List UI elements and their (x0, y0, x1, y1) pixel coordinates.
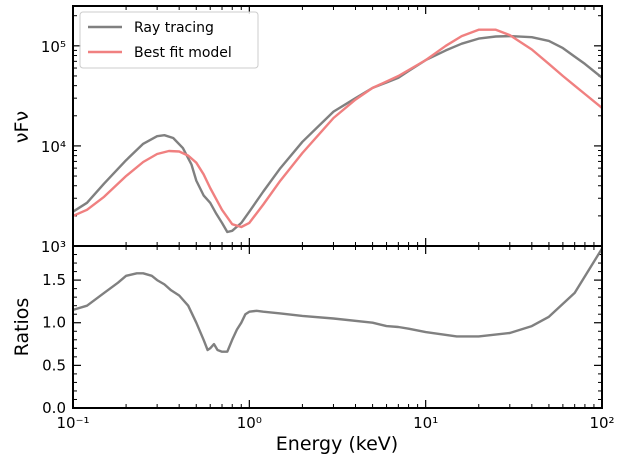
bottom-series-lines (73, 247, 602, 353)
x-tick-label: 10² (589, 414, 614, 432)
bottom-y-tick-label: 0.0 (42, 399, 66, 417)
top-y-axis-title: νFν (11, 111, 33, 143)
bottom-y-tick-label: 0.5 (42, 356, 66, 374)
top-y-tick-label: 10⁴ (41, 138, 66, 156)
x-axis-title: Energy (keV) (276, 433, 398, 455)
bottom-y-tick-label: 1.5 (42, 271, 66, 289)
bottom-ticks: 10⁻¹ 10⁰ 10¹ 10² 0.0 0.5 1.0 1.5 (42, 246, 615, 432)
series-line-best-fit-model (73, 28, 602, 229)
legend-label-best-fit-model: Best fit model (134, 45, 232, 61)
bottom-y-tick-label: 1.0 (42, 314, 66, 332)
legend-box (79, 11, 259, 69)
bottom-y-axis-title: Ratios (11, 298, 33, 357)
top-ticks: 10³ 10⁴ 10⁵ (41, 6, 603, 256)
top-series-lines (73, 28, 602, 234)
series-line-ratios (73, 247, 602, 353)
top-y-tick-label: 10³ (41, 238, 66, 256)
x-tick-label: 10¹ (413, 414, 438, 432)
x-tick-label: 10⁰ (237, 414, 262, 432)
top-y-tick-label: 10⁵ (41, 38, 66, 56)
series-line-ray-tracing (73, 34, 602, 234)
legend[interactable]: Ray tracing Best fit model (79, 11, 259, 69)
bottom-plot-frame (72, 245, 603, 409)
legend-label-ray-tracing: Ray tracing (134, 20, 214, 36)
bottom-panel: 10⁻¹ 10⁰ 10¹ 10² 0.0 0.5 1.0 1.5 Ratios Energy … (11, 245, 615, 455)
x-tick-label: 10⁻¹ (56, 414, 89, 432)
